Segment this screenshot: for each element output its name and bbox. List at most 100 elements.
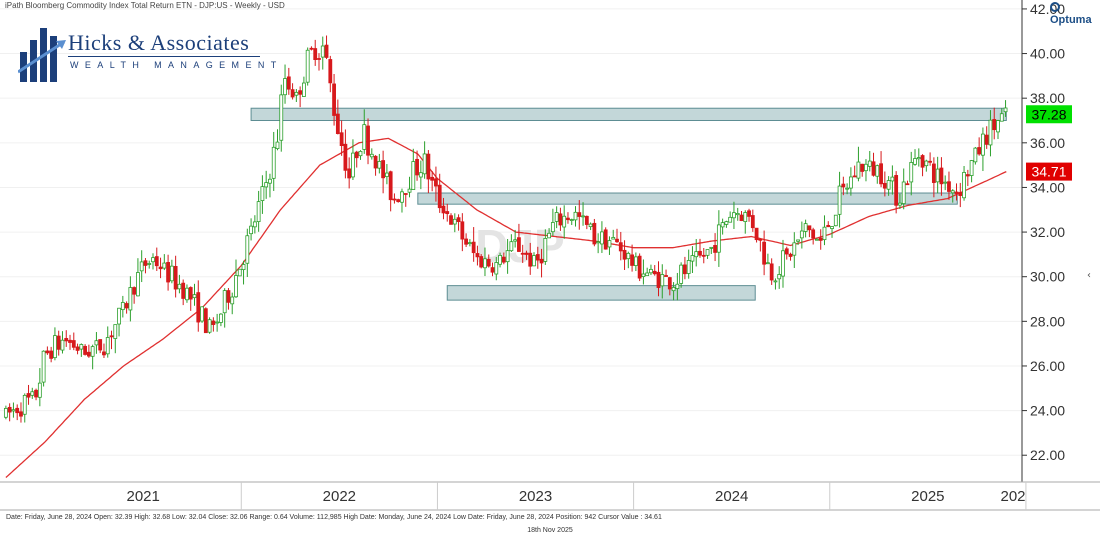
candle-body [939, 167, 944, 185]
y-tick-label: 36.00 [1030, 135, 1065, 151]
candle-body [354, 151, 359, 159]
candle-body [411, 161, 416, 190]
candle-body [528, 252, 533, 267]
candle-body [169, 265, 174, 282]
y-tick-label: 38.00 [1030, 90, 1065, 106]
candle-body [403, 193, 408, 195]
candle-body [901, 181, 906, 204]
candle-body [796, 239, 800, 242]
candle-body [615, 238, 619, 243]
candle-body [954, 191, 959, 194]
candle-body [283, 78, 287, 96]
candle-body [271, 146, 276, 179]
candle-body [86, 351, 91, 357]
candle-body [324, 44, 329, 58]
chevron-right-icon[interactable]: ‹ [1087, 270, 1091, 281]
candle-body [799, 230, 804, 239]
candle-body [464, 238, 469, 245]
candle-body [958, 192, 963, 196]
candle-body [3, 407, 8, 418]
candle-body [166, 262, 170, 283]
candle-body [501, 256, 506, 263]
candle-body [373, 155, 378, 169]
optuma-brand: Optuma [1050, 2, 1100, 26]
candle-body [203, 308, 208, 334]
candle-body [328, 59, 333, 84]
candle-body [486, 258, 491, 267]
candle-body [256, 201, 261, 223]
candle-body [671, 287, 676, 292]
candle-body [430, 176, 435, 181]
candle-body [690, 255, 695, 262]
candle-body [215, 321, 220, 324]
candle-body [517, 237, 521, 252]
candle-body [784, 248, 789, 255]
candle-body [788, 253, 793, 257]
candle-body [992, 119, 997, 131]
candle-body [683, 264, 687, 275]
candle-body [456, 217, 461, 223]
candle-body [547, 232, 552, 239]
candle-body [222, 290, 227, 314]
time-axis[interactable]: 2021 2022 2023 2024 2025 202 [127, 482, 1027, 510]
moving-average-value-label: 34.71 [1031, 164, 1066, 180]
candle-body [841, 183, 846, 188]
candle-body [437, 184, 442, 209]
candle-body [7, 406, 12, 413]
candle-body [882, 182, 887, 189]
moving-average-line [5, 137, 1007, 478]
x-tick-label: 2023 [519, 488, 552, 505]
candle-body [294, 91, 299, 96]
price-zone [417, 192, 958, 205]
candle-body [739, 214, 744, 222]
candle-body [713, 245, 717, 253]
candle-body [826, 224, 831, 228]
candle-body [366, 125, 370, 156]
candle-body [139, 261, 144, 272]
candle-body [441, 205, 446, 214]
grid-layer [0, 8, 1022, 456]
candle-body [49, 350, 54, 359]
candle-body [109, 335, 114, 338]
candle-body [981, 133, 985, 156]
x-tick-label: 2022 [323, 488, 356, 505]
candle-body [483, 258, 487, 269]
logo-company-name: Hicks & Associates [68, 30, 250, 55]
candle-body [347, 168, 352, 179]
candle-body [675, 283, 680, 289]
candle-body [143, 260, 148, 266]
last-price-label-bg [1026, 105, 1072, 124]
candle-body [773, 280, 778, 283]
candle-body [132, 287, 137, 295]
candle-body [181, 282, 186, 299]
x-tick-label: 2021 [127, 488, 160, 505]
candle-body [566, 217, 570, 221]
candle-body [68, 339, 72, 343]
candle-body [369, 153, 374, 158]
logo-bars-icon [17, 28, 66, 82]
candle-body [381, 160, 386, 179]
candle-body [467, 242, 472, 245]
candle-body [245, 235, 250, 264]
candle-body [815, 238, 819, 241]
candle-body [769, 263, 774, 281]
candle-body [950, 190, 955, 194]
logo-divider [68, 56, 260, 57]
candle-body [965, 174, 970, 177]
candle-body [351, 152, 355, 178]
candle-body [630, 254, 634, 266]
candle-body [732, 212, 736, 219]
candle-body [871, 161, 876, 176]
candle-body [475, 253, 480, 258]
candle-body [162, 262, 167, 269]
candle-body [637, 255, 642, 279]
candle-body [388, 171, 393, 201]
candle-body [833, 214, 838, 227]
price-axis[interactable]: 22.00 24.00 26.00 28.00 30.00 32.00 34.00 36.00… [1022, 1, 1065, 463]
candle-body [41, 350, 46, 383]
candle-body [34, 389, 38, 398]
candle-body [407, 188, 412, 193]
candle-body [415, 158, 419, 176]
candle-body [543, 238, 548, 262]
candle-body [584, 215, 589, 225]
